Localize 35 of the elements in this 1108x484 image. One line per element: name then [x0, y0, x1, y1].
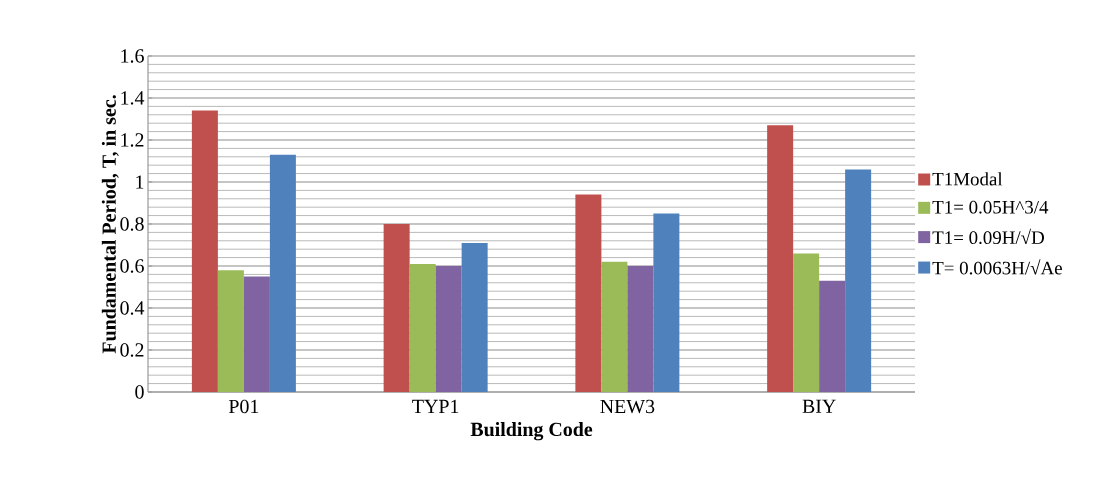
x-axis-title: Building Code	[470, 422, 593, 441]
bar	[601, 261, 628, 392]
bar	[191, 110, 218, 392]
bar	[575, 194, 602, 392]
y-tick-label: 1.6	[121, 49, 144, 63]
bar	[243, 276, 270, 392]
x-tick-label: BIY	[802, 399, 836, 413]
bar	[793, 253, 820, 392]
y-axis-title: Fundamental Period, T, in sec.	[101, 95, 119, 354]
bar	[767, 125, 794, 392]
y-tick-label: 0.2	[120, 343, 144, 357]
bar	[819, 280, 846, 392]
y-tick-label: 0	[135, 385, 144, 399]
bar	[217, 270, 244, 392]
y-tick-label: 0.4	[120, 301, 145, 315]
bar	[269, 154, 296, 392]
bar	[461, 242, 488, 392]
bar	[435, 265, 462, 392]
bar	[653, 213, 680, 392]
bar	[845, 169, 872, 392]
y-tick-label: 0.6	[120, 259, 144, 273]
bar	[409, 263, 436, 392]
legend-label: T1Modal	[932, 172, 1003, 186]
legend-label: T1= 0.09H/√D	[932, 228, 1044, 245]
y-tick-label: 1	[136, 175, 144, 189]
y-tick-label: 0.8	[120, 217, 144, 231]
y-tick-label: 1.2	[121, 133, 144, 147]
x-tick-label: TYP1	[412, 399, 459, 413]
bar	[627, 265, 654, 392]
x-tick-label: P01	[228, 399, 259, 414]
legend-label: T= 0.0063H/√Ae	[932, 259, 1062, 275]
y-tick-label: 1.4	[121, 91, 145, 105]
legend-label: T1= 0.05H^3/4	[932, 200, 1049, 214]
x-tick-label: NEW3	[600, 399, 655, 414]
bar	[383, 223, 410, 392]
